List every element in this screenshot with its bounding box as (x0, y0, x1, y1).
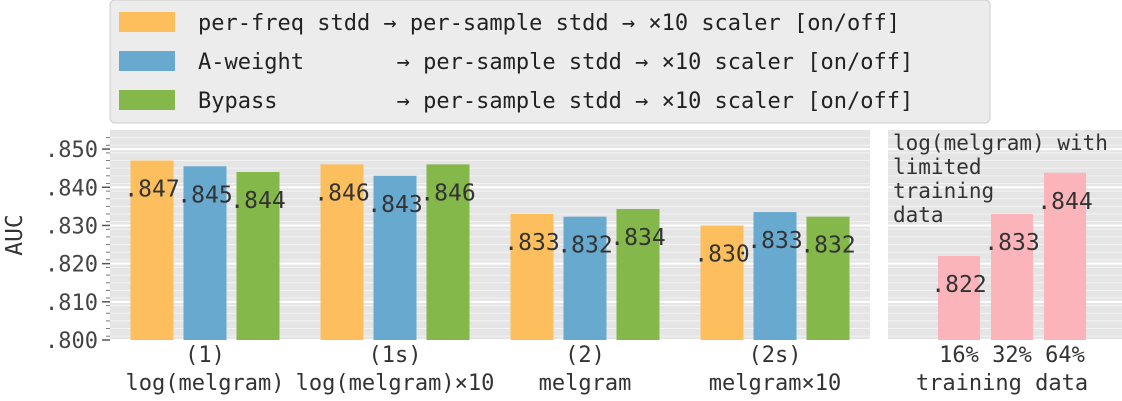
x-tick-label: log(melgram) (126, 371, 285, 396)
bar-value-label: .833 (504, 230, 559, 256)
legend-box (109, 0, 991, 124)
y-tick-label: .840 (45, 176, 98, 201)
bar (938, 256, 980, 340)
panel-annotation: limited (893, 155, 982, 179)
legend-label: Bypass → per-sample stdd → ×10 scaler [o… (198, 89, 913, 114)
panel-annotation: data (893, 203, 944, 227)
bar-value-label: .822 (931, 272, 986, 298)
bar-value-label: .832 (800, 233, 855, 259)
bar-value-label: .844 (1037, 189, 1092, 215)
legend-label: A-weight → per-sample stdd → ×10 scaler … (198, 50, 913, 75)
y-tick-label: .820 (45, 253, 98, 278)
panel-annotation: log(melgram) with (893, 131, 1108, 155)
bar-value-label: .847 (124, 177, 179, 203)
bar (426, 164, 470, 340)
bar (320, 164, 364, 340)
bar (806, 216, 850, 340)
legend-label: per-freq stdd → per-sample stdd → ×10 sc… (198, 11, 900, 36)
bar (130, 160, 174, 340)
x-tick-label: log(melgram)×10 (296, 371, 495, 396)
bar (700, 225, 744, 340)
bar (373, 175, 417, 340)
legend: per-freq stdd → per-sample stdd → ×10 sc… (109, 0, 991, 124)
bar-value-label: .845 (177, 182, 232, 208)
bar (1044, 172, 1086, 340)
x-axis-label: training data (916, 371, 1088, 396)
x-tick-label: (1) (185, 343, 225, 368)
panel-annotation: training (893, 179, 994, 203)
bar-value-label: .833 (984, 230, 1039, 256)
bar (236, 172, 280, 340)
legend-swatch (119, 12, 175, 32)
bar (510, 214, 554, 340)
bar-value-label: .830 (694, 241, 749, 267)
x-tick-label: (2s) (749, 343, 802, 368)
bar (183, 166, 227, 340)
x-tick-label: 64% (1045, 343, 1085, 368)
bar-value-label: .833 (747, 228, 802, 254)
bar-value-label: .832 (557, 233, 612, 259)
bar-value-label: .846 (314, 180, 369, 206)
bar (616, 209, 660, 340)
bar-value-label: .846 (420, 180, 475, 206)
bar-value-label: .843 (367, 192, 422, 218)
bar (991, 214, 1033, 340)
y-tick-label: .800 (45, 329, 98, 354)
y-tick-label: .830 (45, 214, 98, 239)
x-tick-label: melgram (539, 371, 632, 396)
legend-swatch (119, 90, 175, 110)
bar-value-label: .834 (610, 225, 665, 251)
x-tick-label: melgram×10 (709, 371, 841, 396)
y-tick-label: .810 (45, 291, 98, 316)
x-tick-label: 16% (939, 343, 979, 368)
x-tick-label: (2) (565, 343, 605, 368)
legend-swatch (119, 51, 175, 71)
bar (563, 216, 607, 340)
bar (753, 212, 797, 340)
x-tick-label: (1s) (369, 343, 422, 368)
bar-value-label: .844 (230, 188, 285, 214)
y-axis-label: AUC (2, 214, 28, 256)
y-tick-label: .850 (45, 138, 98, 163)
x-tick-label: 32% (992, 343, 1032, 368)
